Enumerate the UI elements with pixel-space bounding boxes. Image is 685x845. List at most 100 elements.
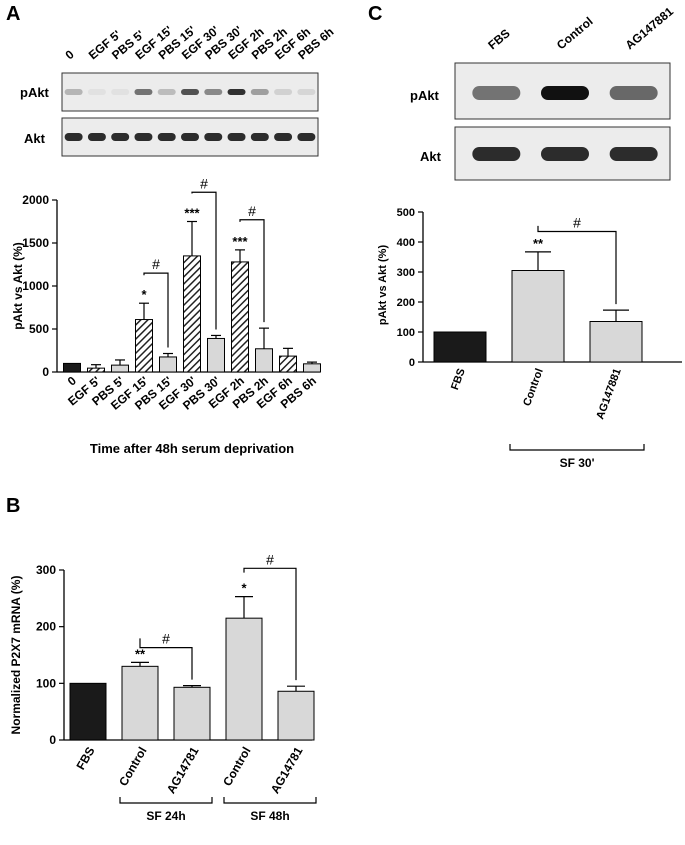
blot-band-akt <box>250 133 269 141</box>
blot-row-label-pakt-a: pAkt <box>20 85 50 100</box>
blot-bands-c <box>472 86 658 161</box>
y-tick-label: 300 <box>36 563 56 577</box>
chart-b: 0 100 200 300 Normalized P2X7 mRNA (%) FBS ** C… <box>9 551 317 823</box>
significance-hash: # <box>152 256 160 272</box>
bar <box>225 617 263 741</box>
group-label: SF 24h <box>146 809 185 823</box>
blot-band-akt <box>609 147 658 161</box>
significance-hash: # <box>266 551 274 567</box>
y-tick-label: 300 <box>397 267 415 279</box>
x-tick-label: AG147881 <box>594 367 623 421</box>
group-bracket <box>223 797 317 804</box>
x-tick-label: 0 <box>65 373 79 388</box>
blot-band-akt <box>134 133 153 141</box>
bar <box>111 364 129 373</box>
blot-band-pakt <box>134 89 153 95</box>
bar <box>279 355 297 373</box>
bar <box>433 331 487 363</box>
blot-band-akt <box>87 133 106 141</box>
blot-lane-label: Control <box>554 14 596 52</box>
blot-band-pakt <box>227 89 246 95</box>
bar <box>231 261 249 373</box>
y-tick-label: 200 <box>397 297 415 309</box>
bar <box>69 682 107 741</box>
blot-band-akt <box>157 133 176 141</box>
y-tick-label: 1500 <box>22 236 49 250</box>
y-tick-label: 2000 <box>22 193 49 207</box>
significance-stars: * <box>241 581 247 596</box>
bar <box>135 319 153 373</box>
blot-band-akt <box>181 133 199 141</box>
significance-hash: # <box>573 215 581 231</box>
y-tick-label: 1000 <box>22 279 49 293</box>
significance-bracket <box>243 567 297 681</box>
y-tick-label: 500 <box>397 207 415 219</box>
blot-bands-a <box>64 89 316 141</box>
y-axis-label: pAkt vs Akt (%) <box>11 242 25 330</box>
blot-band-akt <box>227 133 246 141</box>
blot-band-pakt <box>204 89 223 95</box>
blot-band-akt <box>297 133 316 141</box>
bar <box>87 367 105 373</box>
bar <box>159 356 177 373</box>
chart-c: 0 100 200 300 400 500 pAkt vs Akt (%) FBS ** Cont… <box>377 207 682 470</box>
panel-letter-b: B <box>6 495 20 517</box>
y-tick-label: 500 <box>29 322 49 336</box>
group-bracket <box>119 797 213 804</box>
group-bracket <box>509 444 645 451</box>
bar <box>303 363 321 373</box>
western-blot-c: FBS Control AG147881 pAkt Akt <box>410 4 676 181</box>
x-tick-label: FBS <box>73 745 97 773</box>
blot-band-pakt <box>111 89 130 95</box>
panel-letter-c: C <box>368 3 382 25</box>
bar <box>207 337 225 373</box>
blot-band-pakt <box>87 89 106 95</box>
significance-bracket <box>537 225 617 305</box>
significance-bracket <box>239 219 265 323</box>
blot-band-pakt <box>181 89 199 95</box>
panel-letter-a: A <box>6 3 20 25</box>
y-tick-label: 200 <box>36 620 56 634</box>
significance-stars: ** <box>135 646 146 661</box>
y-tick-label: 100 <box>397 327 415 339</box>
significance-stars: ** <box>533 236 544 251</box>
blot-band-akt <box>64 133 83 141</box>
blot-band-pakt <box>274 89 293 95</box>
y-tick-label: 0 <box>409 357 415 369</box>
x-axis-title: Time after 48h serum deprivation <box>90 441 294 456</box>
group-label: SF 48h <box>250 809 289 823</box>
blot-lane-labels-a: 0 EGF 5'PBS 5'EGF 15'PBS 15'EGF 30'PBS 30… <box>63 23 337 62</box>
significance-hash: # <box>162 631 170 647</box>
y-tick-label: 0 <box>42 365 49 379</box>
blot-band-pakt <box>472 86 521 100</box>
bar <box>63 362 81 373</box>
blot-band-akt <box>204 133 223 141</box>
blot-lane-label: FBS <box>485 26 512 52</box>
x-tick-label: AG14781 <box>268 744 306 796</box>
significance-bracket <box>143 272 169 348</box>
x-tick-label: AG14781 <box>164 744 202 796</box>
bar <box>277 690 315 741</box>
x-tick-label: FBS <box>449 367 468 392</box>
blot-row-label-akt-a: Akt <box>24 131 46 146</box>
blot-band-akt <box>111 133 130 141</box>
blot-band-akt <box>472 147 521 161</box>
significance-stars: *** <box>184 206 200 221</box>
y-tick-label: 100 <box>36 676 56 690</box>
x-tick-label: Control <box>116 745 149 789</box>
x-tick-label: Control <box>521 367 546 408</box>
significance-hash: # <box>248 203 256 219</box>
blot-lane-label: 0 <box>63 47 77 62</box>
blot-band-pakt <box>609 86 658 100</box>
y-tick-label: 0 <box>49 733 56 747</box>
significance-bracket <box>191 191 217 330</box>
bar <box>121 665 159 741</box>
blot-band-pakt <box>250 89 269 95</box>
group-label: SF 30' <box>560 456 595 470</box>
blot-band-akt <box>274 133 293 141</box>
bar <box>511 270 565 363</box>
blot-band-pakt <box>297 89 316 95</box>
significance-bracket <box>139 638 193 680</box>
